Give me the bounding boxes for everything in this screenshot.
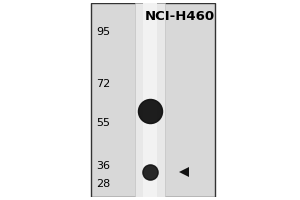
Text: 36: 36: [96, 161, 110, 171]
Point: [148, 110, 152, 113]
Text: 72: 72: [96, 79, 110, 89]
Point: [148, 171, 152, 174]
Bar: [142, 3, 158, 197]
Text: NCI-H460: NCI-H460: [144, 10, 214, 23]
Text: 95: 95: [96, 27, 110, 37]
Bar: [135, 3, 165, 197]
Text: 28: 28: [96, 179, 110, 189]
Bar: [91, 3, 215, 197]
Text: 55: 55: [96, 118, 110, 128]
